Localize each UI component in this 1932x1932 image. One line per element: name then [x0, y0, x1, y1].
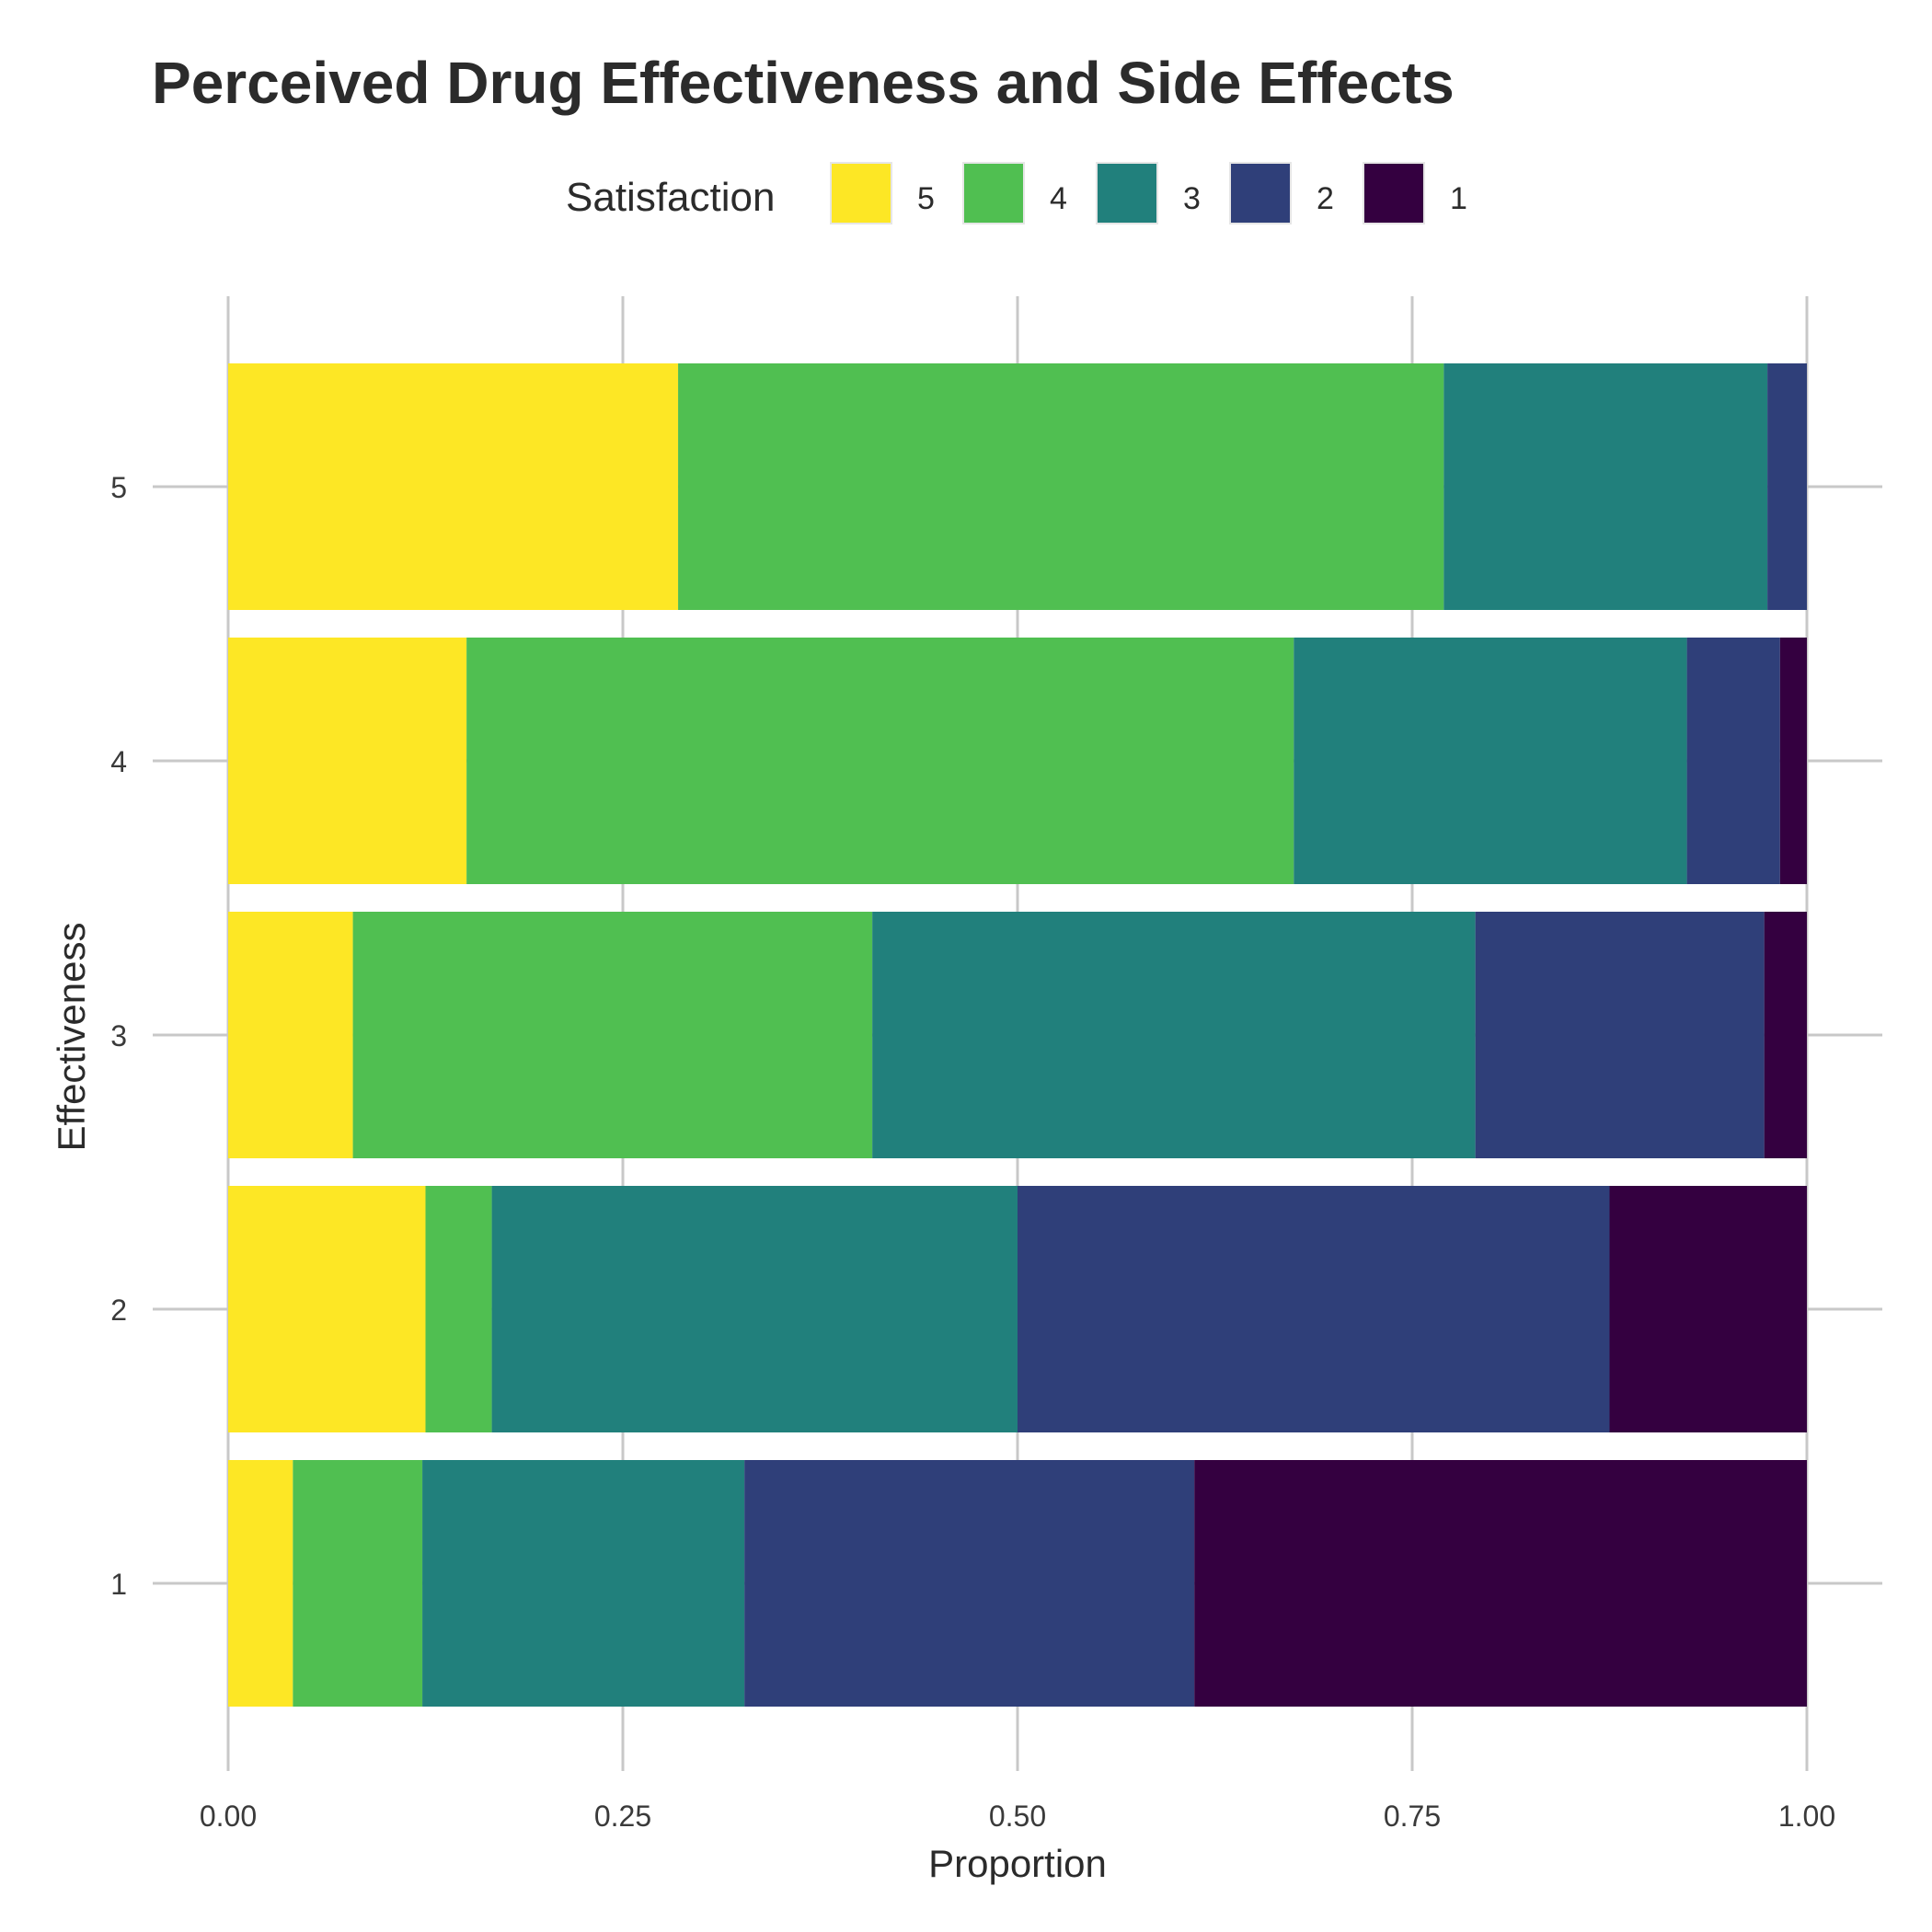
bar-segment-eff2-sat4	[425, 1186, 492, 1432]
bar-segment-eff5-sat3	[1443, 363, 1768, 610]
bar-segment-eff4-sat3	[1294, 638, 1687, 884]
bar-segment-eff1-sat2	[744, 1460, 1195, 1707]
bar-segment-eff5-sat4	[678, 363, 1444, 610]
bar-segment-eff3-sat1	[1764, 912, 1807, 1158]
bar-segment-eff3-sat5	[228, 912, 353, 1158]
x-axis-ticks: 0.00 0.25 0.50 0.75 1.00	[200, 1800, 1835, 1833]
bar-segment-eff4-sat5	[228, 638, 467, 884]
bar-segment-eff1-sat4	[293, 1460, 423, 1707]
y-axis-title: Effectiveness	[50, 922, 93, 1151]
y-tick-label: 3	[110, 1019, 127, 1052]
legend-key-1	[1363, 162, 1425, 224]
chart-title: Perceived Drug Effectiveness and Side Ef…	[152, 50, 1455, 116]
bar-segment-eff4-sat4	[466, 638, 1294, 884]
legend-key-3	[1096, 162, 1158, 224]
y-tick-label: 5	[110, 471, 127, 504]
legend-label: 2	[1317, 181, 1334, 216]
bar-segment-eff4-sat1	[1779, 638, 1807, 884]
x-tick-label: 0.50	[989, 1800, 1046, 1833]
y-axis-ticks: 1 2 3 4 5	[110, 471, 127, 1601]
bar-segment-eff1-sat3	[422, 1460, 745, 1707]
x-tick-label: 0.00	[200, 1800, 257, 1833]
bar-segment-eff4-sat2	[1686, 638, 1780, 884]
bar-segment-eff2-sat3	[491, 1186, 1018, 1432]
legend-key-4	[962, 162, 1025, 224]
bar-segment-eff3-sat3	[872, 912, 1476, 1158]
y-tick-label: 4	[110, 745, 127, 778]
legend-label: 1	[1450, 181, 1467, 216]
bars	[228, 363, 1807, 1707]
bar-segment-eff3-sat2	[1475, 912, 1765, 1158]
legend-label: 4	[1050, 181, 1067, 216]
legend-label: 5	[917, 181, 935, 216]
x-tick-label: 0.25	[594, 1800, 651, 1833]
bar-segment-eff2-sat5	[228, 1186, 426, 1432]
legend-key-2	[1229, 162, 1292, 224]
legend-title: Satisfaction	[566, 175, 775, 220]
y-tick-label: 2	[110, 1294, 127, 1327]
bar-segment-eff2-sat2	[1018, 1186, 1610, 1432]
x-tick-label: 1.00	[1778, 1800, 1835, 1833]
y-tick-label: 1	[110, 1568, 127, 1601]
legend-label: 3	[1183, 181, 1201, 216]
legend-key-5	[830, 162, 892, 224]
bar-segment-eff1-sat1	[1194, 1460, 1807, 1707]
bar-segment-eff3-sat4	[352, 912, 873, 1158]
bar-segment-eff1-sat5	[228, 1460, 293, 1707]
bar-segment-eff5-sat2	[1767, 363, 1807, 610]
bar-segment-eff5-sat5	[228, 363, 679, 610]
legend: Satisfaction 5 4 3 2 1	[566, 162, 1467, 224]
x-tick-label: 0.75	[1384, 1800, 1441, 1833]
x-axis-title: Proportion	[928, 1842, 1107, 1885]
bar-segment-eff2-sat1	[1609, 1186, 1807, 1432]
